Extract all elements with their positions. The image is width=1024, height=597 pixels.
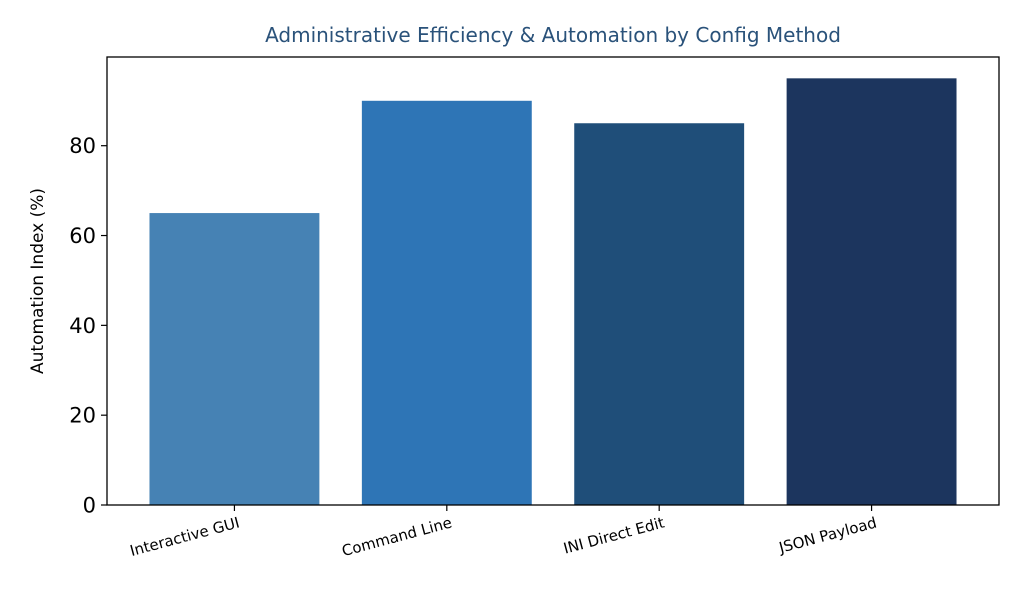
- y-axis-label: Automation Index (%): [28, 188, 48, 374]
- y-tick-label: 20: [69, 404, 96, 428]
- bars-layer: [149, 78, 957, 505]
- y-tick-label: 60: [69, 224, 96, 248]
- y-axis-ticks: 0 20 40 60 80: [69, 134, 107, 518]
- x-tick-label: INI Direct Edit: [562, 513, 667, 557]
- bar-command-line: [361, 100, 532, 505]
- x-tick-label: Command Line: [340, 513, 454, 560]
- chart-title: Administrative Efficiency & Automation b…: [265, 23, 841, 47]
- bar-interactive-gui: [149, 213, 320, 505]
- bar-json-payload: [786, 78, 957, 505]
- y-tick-label: 80: [69, 134, 96, 158]
- y-tick-label: 0: [83, 494, 96, 518]
- x-tick-label: Interactive GUI: [128, 513, 241, 560]
- bar-ini-direct-edit: [574, 123, 745, 505]
- x-axis-ticks: Interactive GUI Command Line INI Direct Ed…: [128, 505, 879, 560]
- y-tick-label: 40: [69, 314, 96, 338]
- plot-area-frame: [106, 56, 1000, 506]
- x-tick-label: JSON Payload: [776, 513, 878, 557]
